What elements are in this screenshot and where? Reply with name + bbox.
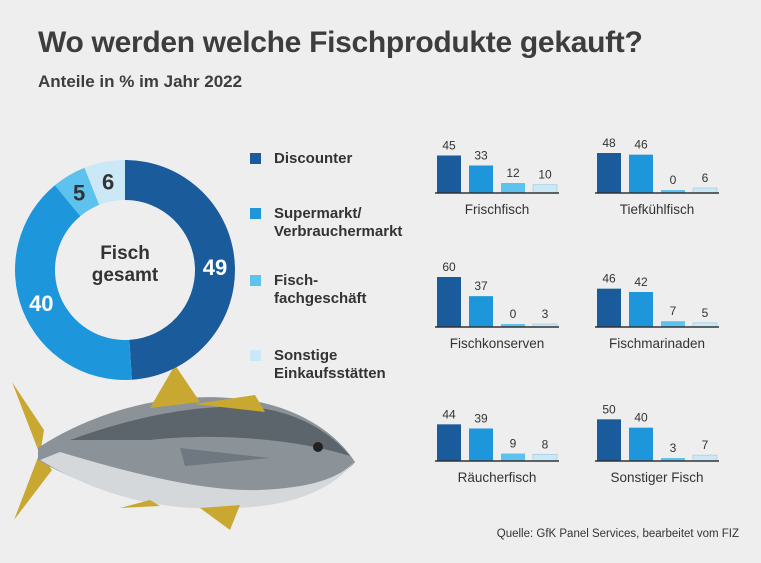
bar-chart: 44 39 9 8 Räucherfisch: [435, 407, 559, 485]
bar: [629, 427, 653, 461]
bar: [597, 419, 621, 461]
legend-swatch: [250, 350, 261, 361]
bar-value-label: 0: [670, 173, 677, 187]
bar-value-label: 46: [634, 138, 648, 152]
bar: [532, 184, 558, 194]
bar-value-label: 44: [442, 407, 456, 421]
bar: [661, 458, 685, 461]
chart-title: Wo werden welche Fischprodukte gekauft?: [38, 26, 643, 59]
bar-value-label: 42: [634, 275, 648, 289]
bar: [692, 454, 718, 462]
bar: [437, 424, 461, 461]
bar: [469, 165, 493, 193]
bar-value-label: 10: [538, 168, 552, 182]
bar-value-label: 6: [702, 171, 709, 185]
donut-slice: [54, 167, 100, 217]
bar-chart: 60 37 0 3 Fischkonserven: [435, 260, 559, 351]
bar-chart: 48 46 0 6 Tiefkühlfisch: [595, 136, 719, 217]
donut-slice: [15, 185, 132, 380]
donut-chart: 49 40 5 6: [15, 160, 235, 380]
bar: [437, 155, 461, 193]
bar-value-label: 7: [702, 438, 709, 452]
bar: [501, 183, 525, 193]
bar: [469, 296, 493, 327]
bar-value-label: 37: [474, 279, 488, 293]
donut-slice: [84, 160, 125, 205]
legend-swatch: [250, 208, 261, 219]
legend-swatch: [250, 153, 261, 164]
bar: [501, 324, 525, 327]
donut-slice-label: 6: [102, 170, 114, 195]
bar-value-label: 9: [510, 437, 517, 451]
donut-slice-label: 49: [203, 255, 227, 280]
bar-value-label: 45: [442, 139, 456, 153]
bar-chart-title: Sonstiger Fisch: [610, 470, 703, 485]
legend-label: Sonstige Einkaufsstätten: [274, 347, 386, 382]
bar-value-label: 48: [602, 136, 616, 150]
legend-label: Discounter: [274, 150, 353, 167]
bar-value-label: 50: [602, 402, 616, 416]
bar: [437, 277, 461, 327]
bar: [661, 321, 685, 327]
donut-center-text: Fisch gesamt: [91, 243, 159, 286]
bar-chart-title: Tiefkühlfisch: [620, 202, 695, 217]
bar: [661, 190, 685, 193]
bar: [597, 153, 621, 193]
bar-value-label: 0: [510, 307, 517, 321]
bar-chart-title: Fischmarinaden: [609, 336, 705, 351]
bar-chart: 45 33 12 10 Frischfisch: [435, 139, 559, 217]
bar-value-label: 40: [634, 411, 648, 425]
bar: [629, 292, 653, 327]
source-note: Quelle: GfK Panel Services, bearbeitet v…: [496, 528, 739, 540]
bar-value-label: 8: [542, 437, 549, 451]
bar-value-label: 5: [702, 306, 709, 320]
bar: [597, 288, 621, 327]
bar-value-label: 33: [474, 149, 488, 163]
chart-subtitle: Anteile in % im Jahr 2022: [38, 72, 243, 91]
bar-chart-title: Frischfisch: [465, 202, 530, 217]
bar-chart-title: Fischkonserven: [450, 336, 545, 351]
bar: [629, 154, 653, 193]
donut-slice-label: 5: [73, 181, 85, 206]
bar-value-label: 60: [442, 260, 456, 274]
bar-value-label: 7: [670, 304, 677, 318]
legend-label: Supermarkt/ Verbrauchermarkt: [274, 205, 403, 240]
bar-value-label: 3: [542, 307, 549, 321]
bar-value-label: 3: [670, 441, 677, 455]
bar-value-label: 46: [602, 272, 616, 286]
bar-chart: 46 42 7 5 Fischmarinaden: [595, 272, 719, 351]
donut-slice-label: 40: [29, 291, 53, 316]
bar: [532, 453, 558, 462]
legend-swatch: [250, 275, 261, 286]
bar: [501, 453, 525, 461]
bar: [469, 428, 493, 461]
donut-center-label: Fisch gesamt: [85, 243, 165, 287]
bar-value-label: 39: [474, 412, 488, 426]
bar-value-label: 12: [506, 166, 520, 180]
tuna-fish-illustration: [12, 365, 355, 530]
legend-label: Fisch- fachgeschäft: [274, 272, 367, 307]
bar-chart: 50 40 3 7 Sonstiger Fisch: [595, 402, 719, 485]
bar-chart-title: Räucherfisch: [458, 470, 537, 485]
donut-slice: [125, 160, 235, 380]
